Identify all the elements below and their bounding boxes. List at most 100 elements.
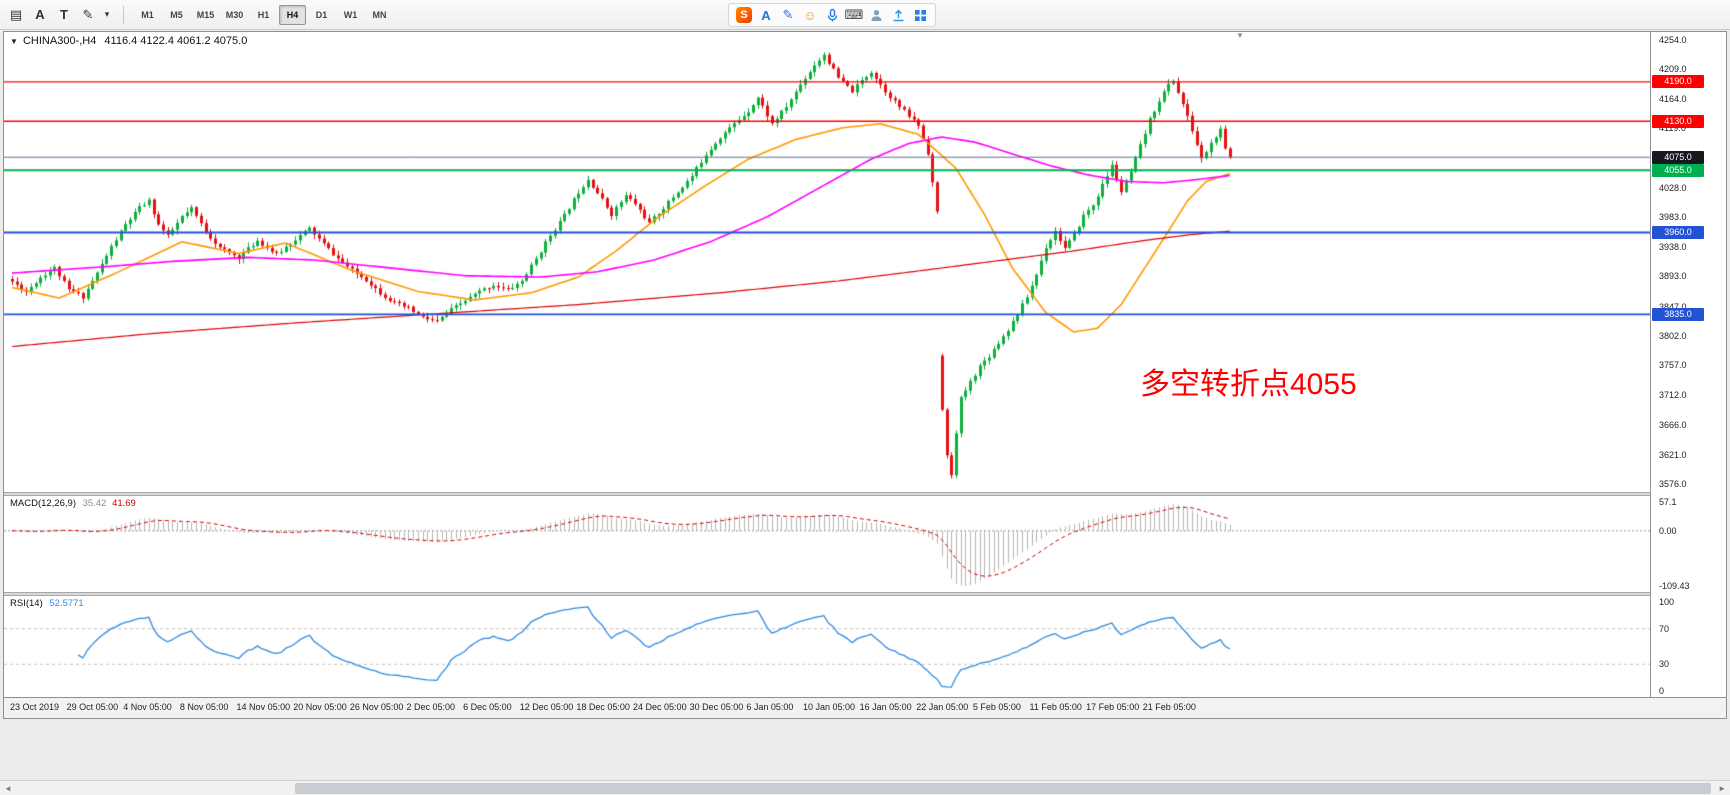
drawing-tools-group: ▤ A T ✎ ▾ (0, 0, 118, 29)
price-scale-label: 3893.0 (1659, 271, 1687, 282)
time-axis-label: 26 Nov 05:00 (349, 702, 404, 712)
sogou-logo-icon[interactable]: S (734, 5, 754, 25)
price-scale-label: 4209.0 (1659, 64, 1687, 75)
upload-icon[interactable] (888, 5, 908, 25)
price-scale-label: 3666.0 (1659, 420, 1687, 431)
price-scale-label: 3938.0 (1659, 241, 1687, 252)
chart-list-icon[interactable]: ▤ (9, 6, 23, 22)
scroll-right-icon[interactable]: ► (1718, 784, 1726, 793)
time-axis-label: 4 Nov 05:00 (123, 702, 172, 712)
timeframe-button-m5[interactable]: M5 (170, 9, 183, 20)
mic-icon[interactable] (822, 5, 842, 25)
time-axis-label: 14 Nov 05:00 (236, 702, 291, 712)
price-badge-4130-0: 4130.0 (1652, 114, 1704, 128)
time-axis-label: 20 Nov 05:00 (293, 702, 347, 712)
horizontal-scrollbar[interactable]: ◄ ► (0, 780, 1730, 795)
time-axis-label: 17 Feb 05:00 (1086, 702, 1140, 712)
main-chart-canvas[interactable] (4, 32, 1650, 492)
smiley-icon[interactable]: ☺ (803, 7, 817, 23)
timeframe-button-m15[interactable]: M15 (196, 9, 215, 20)
macd-value-main: 35.42 (82, 498, 107, 509)
draw-tool[interactable]: ✎ (82, 6, 94, 22)
scroll-left-icon[interactable]: ◄ (4, 784, 12, 793)
macd-scale-label: -109.43 (1659, 581, 1690, 591)
timeframe-button-d1[interactable]: D1 (315, 9, 328, 20)
time-axis-label: 18 Dec 05:00 (576, 702, 630, 712)
price-scale-label: 3757.0 (1659, 360, 1687, 371)
rsi-value: 52.5771 (49, 598, 84, 609)
time-axis-label: 6 Dec 05:00 (463, 702, 512, 712)
time-axis-label: 5 Feb 05:00 (972, 702, 1021, 712)
keyboard-icon[interactable]: ⌨ (844, 7, 864, 22)
rsi-scale-label: 100 (1659, 597, 1675, 607)
timeframe-button-m1[interactable]: M1 (141, 9, 154, 20)
price-badge-3960-0: 3960.0 (1652, 226, 1704, 240)
timeframe-button-h4[interactable]: H4 (279, 4, 306, 25)
price-scale-label: 4254.0 (1659, 35, 1687, 45)
text-label-tool[interactable]: A (35, 7, 45, 22)
input-method-toolbar: S A ✎ ☺ ⌨ (728, 3, 936, 27)
chart-shift-marker: ▼ (1236, 31, 1244, 40)
draw-dropdown-icon[interactable]: ▾ (104, 9, 110, 19)
symbol-period-label: CHINA300-,H4 (22, 35, 97, 47)
time-axis-label: 24 Dec 05:00 (633, 702, 687, 712)
chart-window: ▼ CHINA300-,H4 4116.4 4122.4 4061.2 4075… (3, 31, 1727, 719)
macd-label: MACD(12,26,9) 35.42 41.69 (10, 498, 136, 509)
macd-scale-label: 0.00 (1659, 525, 1677, 536)
time-axis-label: 8 Nov 05:00 (179, 702, 229, 712)
price-scale-label: 4028.0 (1659, 183, 1687, 193)
panel-splitter-rsi[interactable] (4, 592, 1726, 596)
price-badge-4075-0: 4075.0 (1652, 150, 1704, 164)
timeframe-button-w1[interactable]: W1 (343, 9, 358, 20)
price-scale-label: 4119.0 (1659, 123, 1686, 134)
letter-a-icon[interactable]: A (761, 7, 771, 23)
time-axis-label: 29 Oct 05:00 (66, 702, 119, 712)
rsi-scale-label: 30 (1659, 659, 1670, 670)
time-axis-label: 10 Jan 05:00 (802, 702, 855, 712)
price-badge-4055-0: 4055.0 (1652, 163, 1704, 177)
macd-value-signal: 41.69 (112, 498, 136, 509)
ohlc-values: 4116.4 4122.4 4061.2 4075.0 (104, 35, 248, 47)
price-badge-4190-0: 4190.0 (1652, 75, 1704, 89)
time-axis-label: 12 Dec 05:00 (519, 702, 574, 712)
macd-scale-label: 57.1 (1659, 497, 1677, 507)
rsi-name: RSI(14) (10, 598, 43, 609)
price-scale-label: 3983.0 (1659, 212, 1687, 223)
price-scale-label: 3621.0 (1659, 449, 1687, 460)
macd-name: MACD(12,26,9) (10, 498, 76, 509)
price-scale-label: 4164.0 (1659, 93, 1687, 104)
price-scale-label: 3847.0 (1659, 301, 1687, 312)
price-badge-3835-0: 3835.0 (1652, 307, 1704, 321)
time-axis-label: 6 Jan 05:00 (746, 702, 794, 712)
scrollbar-thumb[interactable] (295, 783, 1711, 794)
macd-panel-canvas[interactable] (4, 496, 1650, 592)
rsi-scale-label: 70 (1659, 623, 1670, 634)
grid-icon[interactable] (910, 5, 930, 25)
chart-title: ▼ CHINA300-,H4 4116.4 4122.4 4061.2 4075… (10, 35, 247, 47)
price-scale-label: 3712.0 (1659, 389, 1687, 400)
text-tool[interactable]: T (60, 7, 68, 22)
time-axis-label: 16 Jan 05:00 (859, 702, 912, 712)
rsi-panel-canvas[interactable] (4, 596, 1650, 697)
time-axis-label: 22 Jan 05:00 (916, 702, 969, 712)
time-axis-label: 2 Dec 05:00 (406, 702, 456, 712)
time-axis-label: 21 Feb 05:00 (1142, 702, 1196, 712)
toolbar-separator (123, 5, 124, 24)
time-axis-label: 23 Oct 2019 (10, 702, 60, 712)
main-toolbar: ▤ A T ✎ ▾ M1 M5 M15 M30 H1 H4 D1 W1 MN S A ✎ ☺ ⌨ (0, 0, 1730, 30)
annotation-text[interactable]: 多空转折点4055 (1140, 368, 1357, 401)
panel-splitter-macd[interactable] (4, 492, 1726, 496)
timeframe-group: M1 M5 M15 M30 H1 H4 D1 W1 MN (129, 0, 398, 29)
price-scale[interactable]: 4254.0 4209.0 4164.0 4119.0 4028.0 3983.0 3938… (1650, 32, 1726, 697)
chart-dropdown-icon[interactable]: ▼ (10, 37, 18, 46)
time-scale[interactable]: 23 Oct 2019 29 Oct 05:00 4 Nov 05:00 8 Nov … (4, 697, 1726, 718)
timeframe-button-h1[interactable]: H1 (257, 9, 270, 20)
rsi-scale-label: 0 (1659, 686, 1665, 696)
person-icon[interactable] (866, 5, 886, 25)
rsi-label: RSI(14) 52.5771 (10, 598, 84, 609)
pen-icon[interactable]: ✎ (782, 7, 794, 22)
timeframe-button-m30[interactable]: M30 (225, 9, 244, 20)
time-axis-label: 11 Feb 05:00 (1029, 702, 1082, 712)
timeframe-button-mn[interactable]: MN (372, 9, 387, 20)
